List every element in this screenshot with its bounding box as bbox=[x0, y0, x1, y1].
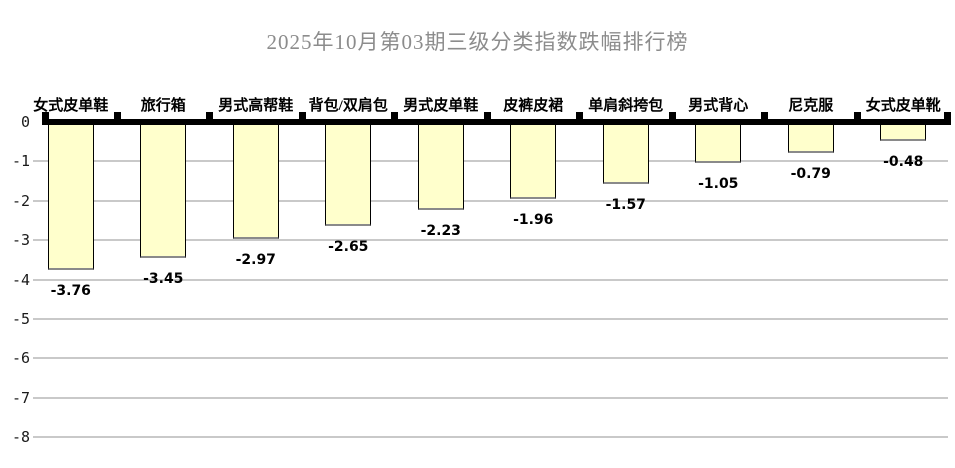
bar bbox=[232, 124, 279, 239]
y-axis-tick-label: -2 bbox=[11, 191, 30, 210]
gridline bbox=[33, 160, 948, 163]
gridline bbox=[33, 239, 948, 242]
gridline bbox=[33, 278, 948, 281]
category-label: 男式皮单鞋 bbox=[403, 98, 479, 114]
bar bbox=[47, 124, 94, 271]
bar bbox=[695, 124, 742, 164]
gridline bbox=[33, 357, 948, 360]
axis-tick bbox=[113, 112, 121, 125]
y-axis-tick-label: -1 bbox=[11, 152, 30, 171]
bar-value-label: -3.76 bbox=[50, 283, 91, 300]
bar bbox=[602, 124, 649, 184]
bar bbox=[510, 124, 557, 200]
axis-tick bbox=[206, 112, 213, 125]
y-axis-tick-label: 0 bbox=[20, 113, 30, 131]
chart-title: 2025年10月第03期三级分类指数跌幅排行榜 bbox=[266, 30, 689, 54]
gridline bbox=[33, 199, 948, 202]
bar-value-label: -2.97 bbox=[235, 251, 276, 268]
axis-tick bbox=[576, 112, 583, 125]
x-axis-line bbox=[42, 119, 951, 125]
bar-value-label: -1.96 bbox=[513, 212, 554, 229]
bar bbox=[417, 124, 464, 210]
axis-tick bbox=[944, 112, 951, 125]
bar-value-label: -0.48 bbox=[883, 153, 924, 170]
axis-tick bbox=[298, 112, 306, 125]
bar bbox=[140, 124, 187, 258]
bar-value-label: -1.57 bbox=[605, 196, 646, 213]
category-label: 女式皮单鞋 bbox=[33, 98, 109, 114]
bar-value-label: -3.45 bbox=[143, 270, 184, 287]
bar-value-label: -0.79 bbox=[790, 166, 831, 183]
axis-tick bbox=[42, 112, 49, 125]
bar bbox=[325, 124, 372, 227]
category-label: 尼克服 bbox=[788, 98, 834, 114]
bar bbox=[880, 124, 927, 141]
y-axis-tick-label: -7 bbox=[11, 388, 30, 407]
gridline bbox=[33, 317, 948, 320]
y-axis-tick-label: -3 bbox=[11, 231, 30, 250]
y-axis-tick-label: -8 bbox=[11, 428, 30, 446]
y-axis-tick-label: -6 bbox=[11, 349, 30, 368]
category-label: 男式背心 bbox=[688, 98, 749, 114]
y-axis-tick-label: -4 bbox=[11, 270, 30, 289]
y-axis-tick-label: -5 bbox=[11, 309, 30, 328]
category-label: 女式皮单靴 bbox=[865, 98, 941, 114]
axis-tick bbox=[761, 112, 768, 125]
category-label: 男式高帮鞋 bbox=[218, 98, 294, 114]
axis-tick bbox=[853, 112, 861, 125]
axis-tick bbox=[483, 112, 491, 125]
bar-value-label: -1.05 bbox=[698, 176, 739, 193]
axis-tick bbox=[391, 112, 398, 125]
category-label: 旅行箱 bbox=[140, 98, 186, 114]
gridline bbox=[33, 436, 948, 438]
bar bbox=[787, 124, 834, 154]
category-label: 单肩斜挎包 bbox=[588, 98, 664, 114]
category-label: 皮裤皮裙 bbox=[503, 98, 564, 114]
axis-tick bbox=[668, 112, 676, 125]
category-label: 背包/双肩包 bbox=[308, 98, 388, 114]
bar-value-label: -2.65 bbox=[328, 239, 369, 256]
gridline bbox=[33, 396, 948, 399]
bar-value-label: -2.23 bbox=[420, 222, 461, 239]
